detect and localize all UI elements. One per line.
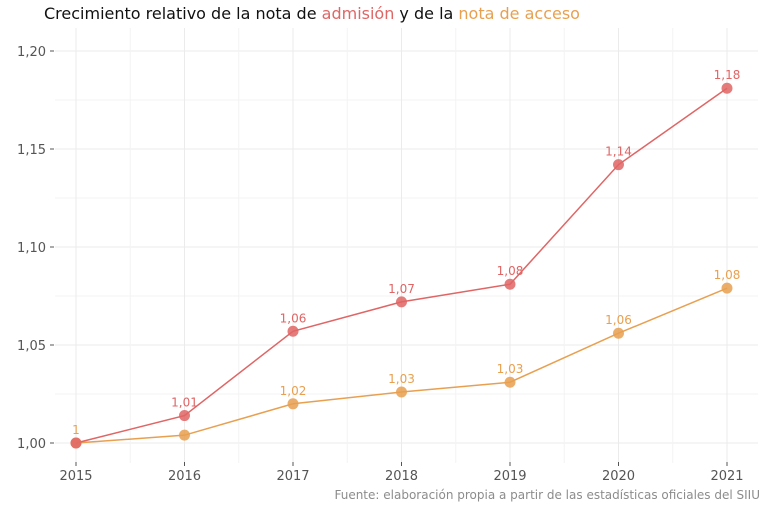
data-label: 1,08	[497, 264, 524, 278]
title-series-admision: admisión	[321, 4, 395, 23]
data-label: 1,07	[388, 282, 415, 296]
data-label: 1,06	[605, 313, 632, 327]
data-point	[721, 82, 733, 94]
data-label: 1,03	[497, 362, 524, 376]
data-point	[287, 325, 299, 337]
x-tick-label: 2018	[385, 469, 418, 484]
x-tick-label: 2021	[710, 469, 743, 484]
data-point	[613, 327, 624, 339]
data-label: 1,06	[280, 311, 307, 325]
y-tick-label: 1,20	[17, 45, 46, 60]
title-series-acceso: nota de acceso	[458, 4, 580, 23]
title-middle: y de la	[394, 4, 459, 23]
data-label: 1,08	[714, 268, 741, 282]
data-label: 1,01	[171, 396, 198, 410]
data-label: 1,02	[280, 384, 307, 398]
y-tick-label: 1,00	[17, 437, 46, 452]
x-tick-label: 2016	[168, 469, 201, 484]
y-tick-label: 1,05	[17, 339, 46, 354]
y-tick-label: 1,10	[17, 241, 46, 256]
x-tick-label: 2019	[493, 469, 526, 484]
data-point	[396, 296, 407, 308]
x-tick-label: 2020	[602, 469, 635, 484]
data-point	[396, 386, 407, 398]
chart-title: Crecimiento relativo de la nota de admis…	[44, 4, 580, 23]
x-tick-label: 2015	[59, 469, 92, 484]
data-point	[287, 398, 299, 410]
data-point	[179, 410, 190, 422]
data-point	[70, 437, 82, 449]
y-tick-label: 1,15	[17, 143, 46, 158]
data-label: 1,18	[714, 68, 741, 82]
x-tick-label: 2017	[276, 469, 309, 484]
data-label: 1,14	[605, 145, 632, 159]
data-point	[504, 376, 516, 388]
data-point	[613, 159, 624, 171]
data-label: 1,03	[388, 372, 415, 386]
data-point	[721, 282, 733, 294]
data-point	[504, 278, 516, 290]
title-prefix: Crecimiento relativo de la nota de	[44, 4, 322, 23]
data-point	[179, 429, 190, 441]
data-label: 1	[72, 423, 80, 437]
source-note: Fuente: elaboración propia a partir de l…	[334, 488, 760, 502]
